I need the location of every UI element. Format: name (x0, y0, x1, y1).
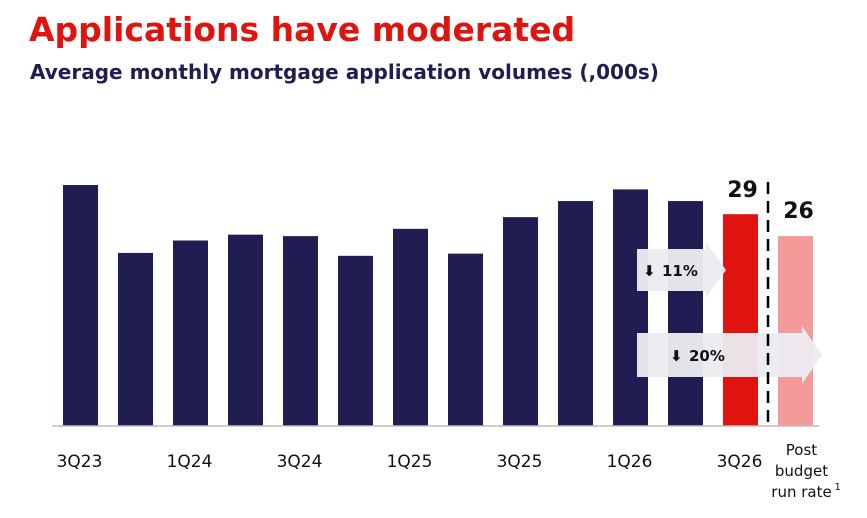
bar-3q25 (503, 217, 538, 426)
arrow-down-icon: ⬇ (643, 262, 656, 280)
page-title: Applications have moderated (29, 10, 576, 49)
bar-3q24 (283, 236, 318, 426)
x-tick-label: 3Q25 (497, 452, 543, 472)
change-arrow-2 (637, 326, 822, 384)
x-tick-label-post-budget: run rate (771, 483, 831, 501)
arrow-down-icon: ⬇ (670, 347, 683, 365)
change-arrow-1 (637, 242, 726, 298)
bar-4q25 (558, 201, 593, 426)
bar-1q24 (173, 240, 208, 426)
x-tick-label: 3Q26 (717, 452, 763, 472)
x-tick-label: 1Q26 (607, 452, 653, 472)
bar-1q26 (613, 189, 648, 426)
change-label-1: 11% (662, 262, 698, 280)
x-tick-label-post-budget: Post (786, 441, 818, 459)
x-tick-label-post-budget: budget (775, 462, 828, 480)
data-label-post-budget-run-rate: 26 (783, 199, 814, 224)
bar-4q23 (118, 252, 153, 426)
data-label-3q26: 29 (727, 178, 758, 203)
bar-1q25 (393, 228, 428, 426)
bar-2q25 (448, 253, 483, 426)
bar-2q24 (228, 234, 263, 426)
x-tick-label: 3Q23 (57, 452, 103, 472)
bar-post-budget-run-rate (778, 236, 813, 426)
page-subtitle: Average monthly mortgage application vol… (30, 60, 659, 84)
footnote-marker: 1 (835, 482, 841, 493)
bar-2q26 (668, 201, 703, 426)
change-label-2: 20% (689, 347, 725, 365)
x-tick-label: 1Q25 (387, 452, 433, 472)
bar-3q23 (63, 185, 98, 426)
bar-4q24 (338, 255, 373, 426)
bar-3q26 (723, 214, 758, 426)
x-tick-label: 1Q24 (167, 452, 213, 472)
x-tick-label: 3Q24 (277, 452, 323, 472)
